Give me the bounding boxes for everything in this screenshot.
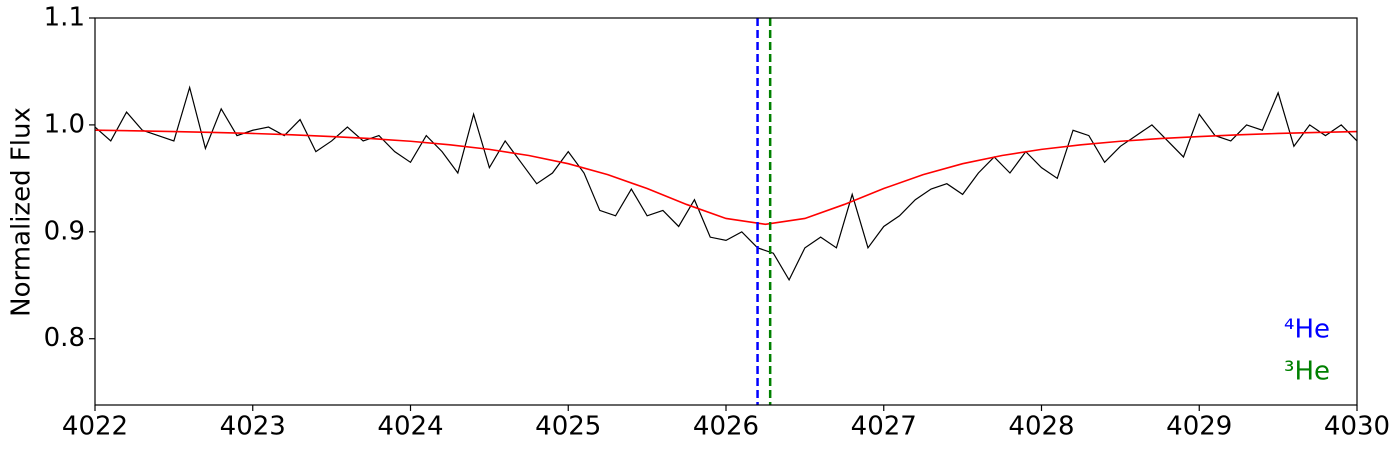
series-line: [94, 85, 1358, 282]
x-tick-label: 4030: [1324, 412, 1390, 442]
x-tick-label: 4029: [1166, 412, 1232, 442]
x-tick-label: 4027: [851, 412, 917, 442]
x-tick-label: 4026: [693, 412, 759, 442]
x-tick-label: 4023: [220, 412, 286, 442]
legend-label: ⁴He: [1284, 315, 1330, 345]
y-tick-label: 0.8: [44, 323, 85, 353]
y-tick-label: 1.0: [44, 109, 85, 139]
x-tick-label: 4025: [535, 412, 601, 442]
x-tick-label: 4024: [377, 412, 443, 442]
series-line: [94, 129, 1358, 226]
y-tick-label: 1.1: [44, 3, 85, 33]
y-tick-label: 0.9: [44, 216, 85, 246]
plot-frame: [94, 17, 1358, 406]
x-tick-label: 4028: [1008, 412, 1074, 442]
y-axis-label: Normalized Flux: [7, 107, 37, 317]
x-tick-label: 4022: [62, 412, 128, 442]
legend-label: ³He: [1284, 357, 1330, 387]
